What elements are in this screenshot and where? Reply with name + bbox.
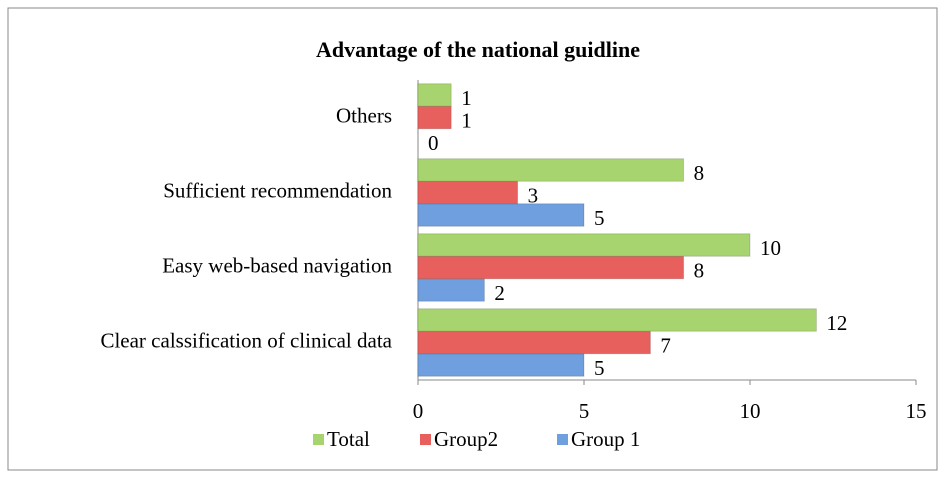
y-tick-label: Easy web-based navigation [162, 253, 392, 277]
data-label: 8 [694, 258, 705, 282]
legend-label: Group 1 [571, 427, 640, 451]
y-tick-label: Sufficient recommendation [163, 178, 392, 202]
bar [417, 105, 452, 130]
bar [417, 255, 685, 280]
y-tick-label: Others [336, 103, 392, 127]
legend-label: Total [327, 427, 370, 451]
data-label: 5 [594, 356, 605, 380]
data-label: 8 [694, 161, 705, 185]
data-label: 0 [428, 131, 439, 155]
x-tick-label: 0 [413, 399, 424, 423]
bar [417, 278, 485, 302]
bar [417, 353, 585, 377]
bar [417, 203, 585, 227]
data-label: 10 [760, 236, 781, 260]
y-tick-label: Clear calssification of clinical data [100, 328, 392, 352]
bar [417, 158, 685, 182]
bar [417, 233, 751, 257]
x-tick-label: 5 [579, 399, 590, 423]
chart-title: Advantage of the national guidline [316, 37, 640, 62]
x-tick-label: 15 [906, 399, 927, 423]
bar [417, 330, 651, 355]
data-label: 7 [660, 333, 671, 357]
bar [417, 308, 817, 332]
bar [417, 83, 452, 107]
x-tick-label: 10 [740, 399, 761, 423]
data-label: 1 [461, 108, 472, 132]
data-label: 3 [528, 183, 539, 207]
legend-swatch [313, 434, 324, 445]
legend-swatch [420, 434, 431, 445]
bar [417, 180, 519, 205]
legend-label: Group2 [434, 427, 498, 451]
data-label: 5 [594, 206, 605, 230]
data-label: 1 [461, 86, 472, 110]
data-label: 12 [826, 311, 847, 335]
legend-swatch [557, 434, 568, 445]
data-label: 2 [494, 281, 505, 305]
